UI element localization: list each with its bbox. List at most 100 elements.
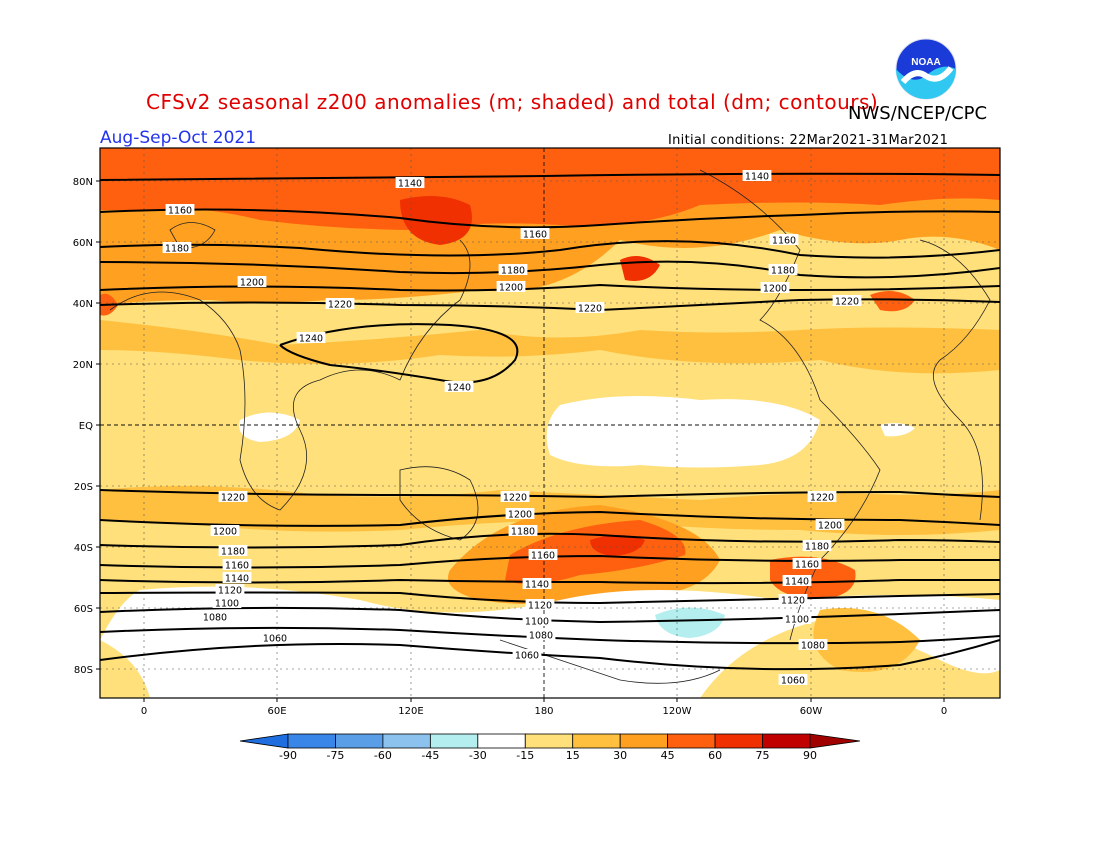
colorbar-tick-label: -60 [374, 749, 392, 762]
contour-label: 1220 [218, 491, 248, 504]
svg-text:1160: 1160 [225, 561, 249, 572]
colorbar-swatch [762, 733, 811, 749]
longitude-axis: 0 60E 120E 180 120W 60W 0 [141, 698, 947, 717]
colorbar-tick-label: 45 [661, 749, 675, 762]
colorbar-swatch [572, 733, 621, 749]
contour-label: 1160 [528, 549, 558, 562]
contour-label: 1160 [222, 559, 252, 572]
svg-text:1100: 1100 [215, 599, 239, 610]
contour-label: 1140 [742, 170, 772, 183]
contour-label: 1220 [500, 491, 530, 504]
svg-text:1120: 1120 [781, 596, 805, 607]
contour-label: 1220 [575, 302, 605, 315]
svg-text:1180: 1180 [221, 547, 245, 558]
contour-label: 1080 [200, 611, 230, 624]
contour-label: 1200 [237, 276, 267, 289]
chart-title: CFSv2 seasonal z200 anomalies (m; shaded… [146, 90, 879, 114]
svg-text:1140: 1140 [785, 577, 809, 588]
svg-text:1200: 1200 [213, 527, 237, 538]
svg-text:1160: 1160 [795, 560, 819, 571]
svg-text:1140: 1140 [525, 580, 549, 591]
contour-labels: 1140 1140 1160 1160 1160 1180 1180 1180 1200 1200… [162, 170, 862, 687]
svg-text:1100: 1100 [525, 617, 549, 628]
svg-text:1060: 1060 [263, 634, 287, 645]
colorbar-tick-label: -30 [469, 749, 487, 762]
svg-text:1060: 1060 [781, 676, 805, 687]
lat-tick-label: 60N [73, 238, 93, 249]
svg-text:1240: 1240 [447, 383, 471, 394]
contour-label: 1160 [520, 228, 550, 241]
forecast-period: Aug-Sep-Oct 2021 [100, 128, 257, 148]
contour-label: 1100 [782, 613, 812, 626]
contour-label: 1100 [212, 597, 242, 610]
svg-text:1120: 1120 [218, 586, 242, 597]
svg-text:1200: 1200 [499, 283, 523, 294]
colorbar-swatch [714, 733, 763, 749]
svg-text:1180: 1180 [501, 266, 525, 277]
svg-text:1080: 1080 [529, 631, 553, 642]
colorbar-swatch [335, 733, 384, 749]
contour-label: 1200 [210, 525, 240, 538]
svg-text:1160: 1160 [168, 206, 192, 217]
contour-label: 1140 [782, 575, 812, 588]
contour-label: 1140 [222, 572, 252, 585]
svg-text:1220: 1220 [835, 297, 859, 308]
colorbar-tick-label: 75 [756, 749, 770, 762]
svg-text:1180: 1180 [771, 266, 795, 277]
svg-text:1200: 1200 [240, 278, 264, 289]
contour-label: 1120 [215, 584, 245, 597]
contour-label: 1180 [162, 242, 192, 255]
height-contours [100, 172, 1000, 671]
colorbar-tick-label: 60 [708, 749, 722, 762]
contour-label: 1180 [802, 540, 832, 553]
svg-text:1200: 1200 [818, 521, 842, 532]
contour-label: 1140 [395, 177, 425, 190]
svg-text:1220: 1220 [328, 300, 352, 311]
svg-text:1180: 1180 [805, 542, 829, 553]
lat-tick-label: 80S [74, 665, 93, 676]
colorbar-swatch [429, 733, 479, 749]
contour-label: 1140 [522, 578, 552, 591]
svg-text:1200: 1200 [763, 284, 787, 295]
svg-text:1160: 1160 [772, 236, 796, 247]
svg-text:1140: 1140 [398, 179, 422, 190]
svg-text:1120: 1120 [528, 601, 552, 612]
svg-text:1080: 1080 [203, 613, 227, 624]
contour-label: 1060 [512, 649, 542, 662]
contour-label: 1200 [760, 282, 790, 295]
svg-text:1220: 1220 [221, 493, 245, 504]
contour-label: 1240 [296, 332, 326, 345]
colorbar-tick-label: -75 [326, 749, 344, 762]
contour-label: 1220 [325, 298, 355, 311]
lat-tick-label: EQ [79, 421, 93, 432]
lat-tick-label: 60S [74, 604, 93, 615]
svg-text:1100: 1100 [785, 615, 809, 626]
lat-tick-label: 40N [73, 299, 93, 310]
svg-text:1160: 1160 [523, 230, 547, 241]
svg-text:1180: 1180 [511, 527, 535, 538]
colorbar-arrow-left [239, 733, 289, 749]
svg-text:1200: 1200 [508, 510, 532, 521]
map-frame [99, 147, 1001, 699]
colorbar-swatch [287, 733, 336, 749]
colorbar: -90 -75 -60 -45 -30 -15 15 30 45 60 75 90 [239, 733, 861, 762]
svg-text:1140: 1140 [225, 574, 249, 585]
contour-label: 1240 [444, 381, 474, 394]
svg-text:1140: 1140 [745, 172, 769, 183]
contour-label: 1080 [526, 629, 556, 642]
contour-label: 1160 [769, 234, 799, 247]
contour-label: 1200 [815, 519, 845, 532]
colorbar-tick-label: -45 [421, 749, 439, 762]
noaa-logo-text: NOAA [911, 57, 940, 68]
svg-text:1080: 1080 [801, 641, 825, 652]
lon-tick-label: 0 [941, 706, 947, 717]
svg-text:1240: 1240 [299, 334, 323, 345]
colorbar-swatch [477, 733, 526, 749]
svg-text:1180: 1180 [165, 244, 189, 255]
colorbar-tick-label: 90 [803, 749, 817, 762]
contour-label: 1220 [832, 295, 862, 308]
colorbar-swatch [382, 733, 431, 749]
lon-tick-label: 60W [800, 706, 823, 717]
contour-label: 1080 [798, 639, 828, 652]
svg-text:1220: 1220 [810, 493, 834, 504]
